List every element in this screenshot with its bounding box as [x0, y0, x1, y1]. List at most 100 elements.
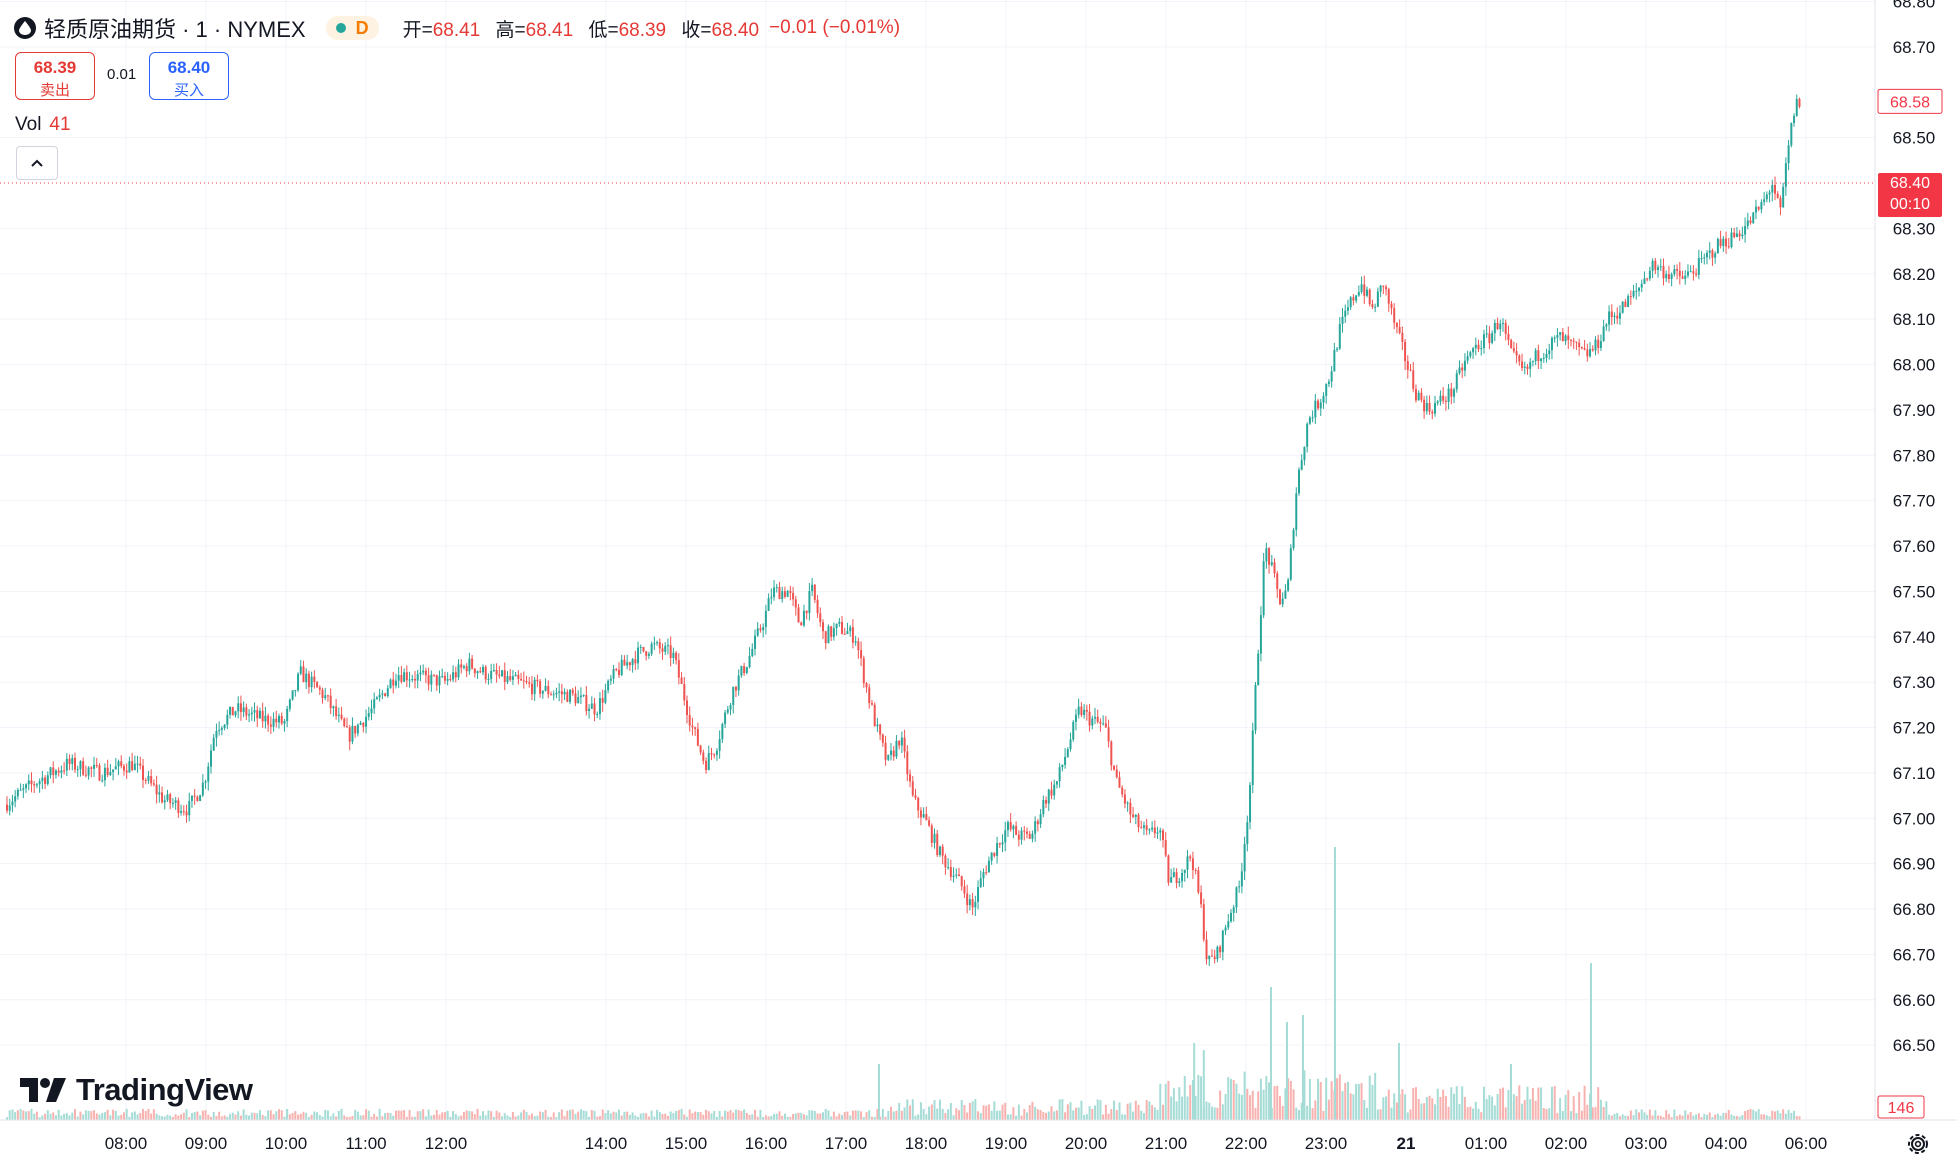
volume-bar: [1496, 1093, 1499, 1120]
candle-body: [109, 772, 112, 775]
candle-body: [963, 886, 966, 894]
volume-bar: [212, 1111, 215, 1120]
candle-body: [917, 797, 920, 811]
buy-price: 68.40: [167, 58, 211, 77]
candle-body: [566, 691, 569, 702]
candle-body: [1145, 825, 1148, 830]
sell-button[interactable]: 68.39 卖出: [15, 52, 95, 100]
volume-bar: [93, 1110, 96, 1120]
candle-body: [1096, 716, 1099, 722]
candle-body: [112, 769, 115, 773]
symbol-title[interactable]: 轻质原油期货 · 1 · NYMEX: [44, 17, 306, 42]
volume-bar: [998, 1110, 1001, 1120]
candle-body: [356, 724, 359, 734]
volume-bar: [604, 1113, 607, 1120]
volume-bar: [1512, 1094, 1515, 1120]
candle-body: [248, 714, 251, 716]
volume-bar: [666, 1116, 669, 1120]
volume-bar: [1319, 1081, 1322, 1120]
volume-bar: [1567, 1090, 1570, 1120]
candle-body: [1322, 395, 1325, 403]
candle-body: [389, 679, 392, 689]
buy-button[interactable]: 68.40 买入: [149, 52, 229, 100]
candle-body: [446, 678, 449, 681]
volume-bar: [1390, 1107, 1393, 1120]
volume-bar: [1431, 1098, 1434, 1120]
volume-bar: [960, 1099, 963, 1120]
volume-bar: [90, 1111, 93, 1120]
candle-body: [316, 681, 319, 688]
candle-body: [424, 670, 427, 676]
candle-body: [642, 646, 645, 652]
candle-body: [1768, 192, 1771, 195]
candle-body: [1015, 825, 1018, 835]
candle-body: [1151, 827, 1154, 830]
volume-bar: [1711, 1117, 1714, 1120]
candle-body: [857, 641, 860, 651]
volume-bar: [131, 1112, 134, 1120]
volume-bar: [1491, 1096, 1494, 1120]
candle-body: [705, 760, 708, 770]
market-status-chip[interactable]: D: [325, 16, 379, 40]
current-price-label: 68.40 00:10: [1878, 173, 1942, 217]
candle-body: [114, 766, 117, 770]
volume-bar-spike: [1270, 987, 1272, 1120]
candle-body: [44, 777, 47, 784]
candle-body: [1695, 273, 1698, 275]
candle-body: [892, 750, 895, 757]
candle-body: [278, 716, 280, 723]
candle-body: [590, 703, 593, 709]
volume-bar: [1142, 1112, 1145, 1120]
volume-bar: [536, 1115, 539, 1120]
candle-body: [57, 770, 60, 773]
volume-bar: [452, 1111, 455, 1120]
volume-bar: [49, 1113, 52, 1120]
candle-body: [297, 673, 300, 691]
volume-bar: [1213, 1107, 1216, 1120]
candle-body: [1099, 721, 1102, 724]
volume-bar: [756, 1116, 759, 1120]
sell-label: 卖出: [39, 82, 70, 99]
volume-bar: [792, 1113, 795, 1120]
candle-body: [169, 794, 172, 804]
volume-bar: [1368, 1075, 1371, 1120]
volume-bar: [155, 1113, 158, 1120]
volume-bar: [1172, 1088, 1175, 1120]
volume-legend[interactable]: Vol 41: [15, 114, 71, 136]
volume-bar: [1684, 1110, 1687, 1120]
candle-body: [1230, 912, 1232, 922]
volume-bar: [52, 1112, 55, 1120]
candle-body: [1510, 339, 1513, 349]
collapse-legend-button[interactable]: [16, 146, 58, 180]
volume-bar: [473, 1114, 476, 1120]
time-tick-label: 09:00: [185, 1134, 228, 1153]
volume-bar: [729, 1110, 732, 1120]
candle-body: [269, 724, 272, 727]
candle-body: [851, 627, 854, 643]
volume-bar: [713, 1110, 716, 1120]
candle-body: [966, 893, 969, 906]
time-tick-label: 14:00: [585, 1134, 628, 1153]
volume-bar: [1268, 1082, 1271, 1120]
volume-bar: [161, 1116, 164, 1120]
tradingview-logo[interactable]: TradingView: [20, 1072, 253, 1108]
volume-bar: [1338, 1074, 1341, 1120]
candle-body: [707, 753, 710, 770]
candle-body: [596, 714, 599, 716]
candle-body: [1608, 311, 1611, 325]
candle-body: [1632, 290, 1635, 297]
volume-bar: [41, 1115, 44, 1120]
volume-bar-spike: [878, 1064, 880, 1120]
volume-bar: [843, 1112, 846, 1120]
chart-settings-button[interactable]: [1905, 1131, 1931, 1162]
candle-body: [258, 710, 261, 719]
price-tick-label: 66.60: [1893, 991, 1936, 1010]
candle-body: [416, 674, 419, 681]
candle-body: [729, 705, 732, 710]
current-price-text: 68.40: [1890, 175, 1930, 192]
candle-body: [1349, 297, 1352, 308]
candle-body: [522, 680, 525, 682]
time-tick-label: 19:00: [985, 1134, 1028, 1153]
volume-bar: [550, 1117, 552, 1120]
